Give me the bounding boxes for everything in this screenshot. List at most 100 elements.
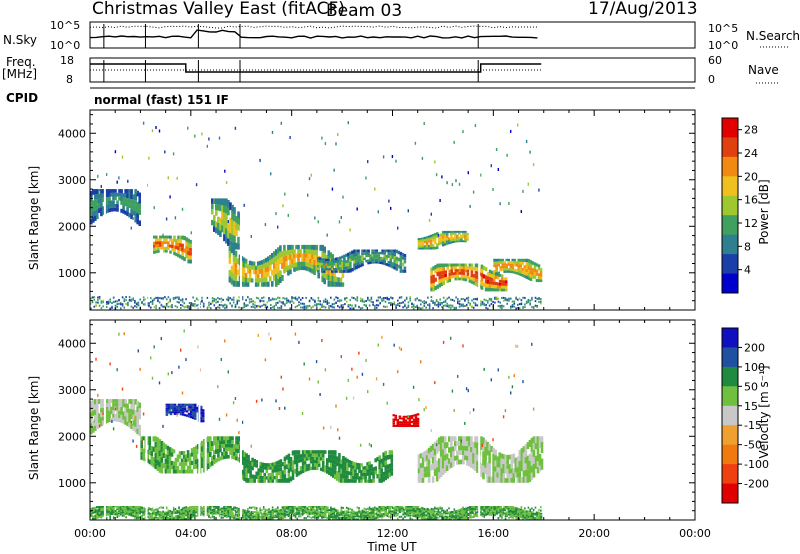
power-cell <box>430 287 433 292</box>
power-cell <box>139 298 141 301</box>
velocity-cell <box>450 446 453 453</box>
power-cell <box>454 266 458 270</box>
power-cell <box>501 268 504 271</box>
power-cell <box>409 299 411 302</box>
velocity-cell <box>220 358 222 361</box>
power-cell <box>341 282 345 287</box>
velocity-cell <box>185 410 189 413</box>
power-cell <box>189 239 192 244</box>
power-cell <box>134 189 137 195</box>
power-cell <box>486 287 490 292</box>
velocity-cell <box>492 477 495 483</box>
velocity-cell <box>114 513 117 516</box>
velocity-cell <box>410 509 414 512</box>
velocity-cell <box>183 414 187 417</box>
power-cell <box>440 263 443 268</box>
velocity-cell <box>190 448 194 453</box>
velocity-cell <box>328 454 331 459</box>
velocity-cell <box>524 450 528 458</box>
power-cell <box>508 297 510 300</box>
velocity-cell <box>92 517 95 520</box>
power-cell <box>337 259 340 263</box>
power-cell <box>102 305 104 308</box>
velocity-cell <box>94 517 97 520</box>
power-cell <box>300 302 302 305</box>
velocity-cell <box>142 456 145 461</box>
velocity-cell <box>126 507 129 510</box>
velocity-cell <box>96 516 99 519</box>
power-cell <box>320 270 324 273</box>
power-cell <box>319 300 321 303</box>
power-cell <box>289 244 292 250</box>
power-cell <box>417 240 421 242</box>
velocity-cell <box>124 420 127 425</box>
velocity-cell <box>398 417 402 420</box>
velocity-cell <box>499 507 502 510</box>
power-cell <box>505 258 508 262</box>
velocity-cell <box>480 470 483 478</box>
velocity-cell <box>105 517 108 520</box>
velocity-cell <box>247 459 250 465</box>
velocity-cell <box>90 400 93 407</box>
velocity-cell <box>181 515 184 517</box>
velocity-cell <box>402 509 406 511</box>
velocity-cell <box>486 469 489 476</box>
velocity-cell <box>378 464 381 470</box>
power-cell <box>238 299 240 302</box>
power-cell <box>425 301 427 304</box>
power-cell <box>517 261 521 265</box>
power-cell <box>497 300 500 303</box>
power-cell <box>414 141 417 145</box>
cpid-label: CPID <box>6 91 38 105</box>
power-cell <box>305 244 308 250</box>
power-cell <box>488 297 491 300</box>
velocity-cell <box>122 399 125 404</box>
power-cell <box>430 299 433 302</box>
velocity-cell <box>183 517 186 520</box>
power-cell <box>540 300 542 303</box>
y-tick-label: 1000 <box>58 267 86 280</box>
velocity-cell <box>167 517 170 520</box>
velocity-cell <box>340 478 343 483</box>
velocity-cell <box>251 512 254 515</box>
power-cell <box>187 259 190 264</box>
power-cell <box>474 263 478 268</box>
power-cell <box>266 306 269 309</box>
velocity-cell <box>142 513 145 516</box>
velocity-cell <box>293 469 297 474</box>
velocity-cell <box>126 421 129 427</box>
velocity-cell <box>267 463 271 467</box>
velocity-cell <box>188 465 192 470</box>
power-cell <box>285 250 288 256</box>
power-cell <box>223 219 226 227</box>
power-cell <box>452 275 456 278</box>
velocity-cell <box>285 478 289 483</box>
power-cell <box>287 244 290 250</box>
power-cell <box>382 297 385 300</box>
velocity-cell <box>253 514 256 516</box>
power-cell <box>262 268 266 273</box>
velocity-cell <box>342 469 345 474</box>
power-cell <box>277 301 279 304</box>
velocity-cell <box>499 509 502 511</box>
power-cell <box>173 251 176 256</box>
power-cell <box>329 265 332 269</box>
power-cell <box>225 205 228 214</box>
power-cell <box>399 262 403 266</box>
power-cell <box>311 244 314 250</box>
power-cell <box>351 307 353 310</box>
velocity-cell <box>506 464 509 469</box>
power-cell <box>425 306 427 309</box>
velocity-cell <box>534 442 538 450</box>
power-cell <box>331 254 335 260</box>
power-cell <box>254 306 256 309</box>
power-cell <box>141 302 143 304</box>
velocity-cell <box>459 509 462 511</box>
power-cell <box>442 274 445 278</box>
velocity-cell <box>221 510 224 513</box>
power-cell <box>517 272 521 276</box>
velocity-cell <box>505 506 508 508</box>
velocity-cell <box>429 464 433 471</box>
velocity-cell <box>332 464 335 469</box>
power-cell <box>445 240 449 243</box>
